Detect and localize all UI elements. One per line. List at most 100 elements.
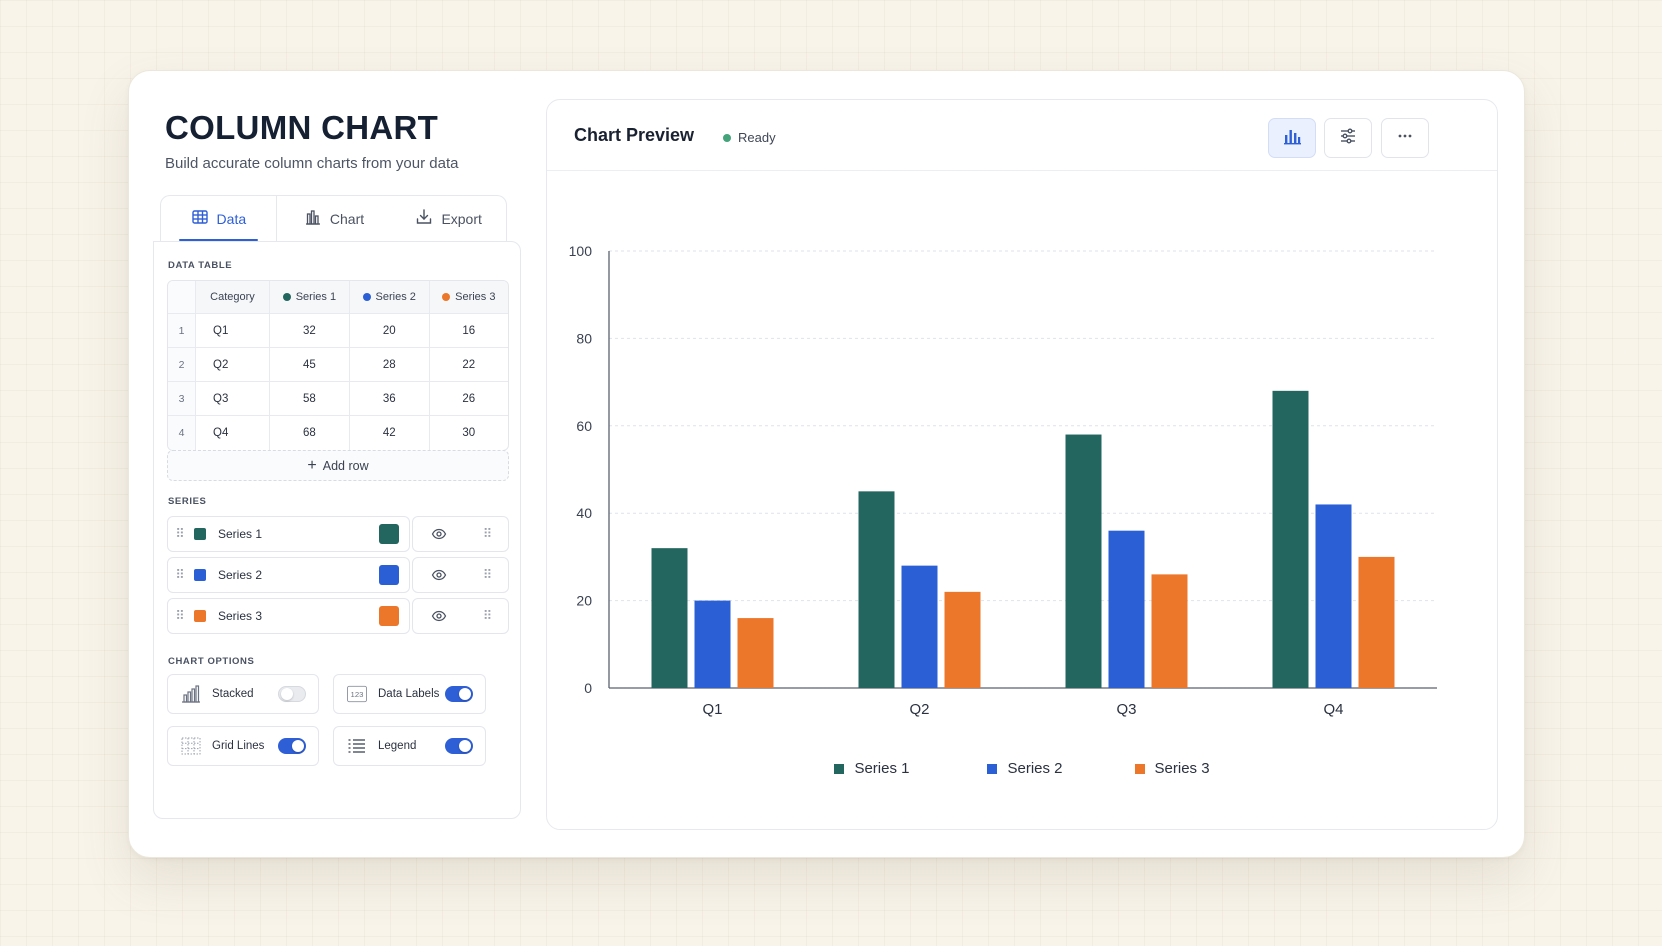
table-row: 3 Q3 58 36 26: [168, 382, 508, 416]
plus-icon: +: [307, 456, 317, 474]
status-indicator: Ready: [723, 130, 776, 145]
series-name: Series 3: [218, 609, 263, 623]
y-tick-label: 0: [584, 680, 592, 696]
data-table-label: DATA TABLE: [168, 260, 233, 271]
row-index: 4: [168, 416, 196, 450]
bar-q3-series-2: [1108, 530, 1145, 688]
series-row-2: ⠿ Series 2 ⠿: [167, 557, 509, 593]
bar-chart-icon: [1282, 126, 1302, 151]
series-1-dot: [282, 293, 291, 301]
legend-toggle[interactable]: [445, 738, 473, 754]
series-item[interactable]: ⠿ Series 1: [167, 516, 410, 552]
preview-title: Chart Preview: [574, 125, 695, 145]
svg-text:123: 123: [351, 690, 364, 699]
category-cell[interactable]: Q2: [196, 348, 270, 382]
series-item[interactable]: ⠿ Series 2: [167, 557, 410, 593]
color-picker-button[interactable]: [379, 606, 399, 626]
more-options-button[interactable]: [1381, 118, 1429, 158]
chart-settings-button[interactable]: [1324, 118, 1372, 158]
chart-legend: Series 1 Series 2 Series 3: [547, 760, 1497, 777]
bar-chart-icon: [304, 208, 322, 229]
series-actions: ⠿: [412, 598, 509, 634]
value-cell[interactable]: 22: [429, 348, 508, 382]
table-header-row: Category Series 1 Series 2 Series 3: [168, 281, 508, 314]
stacked-toggle[interactable]: [278, 686, 306, 702]
legend-item-series-2[interactable]: Series 2: [987, 760, 1063, 777]
chart-view-button[interactable]: [1268, 118, 1316, 158]
value-cell[interactable]: 26: [429, 382, 508, 416]
grid-lines-icon: [180, 736, 202, 756]
drag-handle-icon[interactable]: ⠿: [175, 608, 185, 623]
chart-options-label: CHART OPTIONS: [168, 656, 255, 667]
tab-data[interactable]: Data: [161, 196, 277, 241]
column-header-category: Category: [196, 281, 270, 314]
legend-label: Series 3: [1154, 760, 1210, 777]
value-cell[interactable]: 58: [270, 382, 350, 416]
drag-handle-icon[interactable]: ⠿: [482, 608, 493, 623]
series-item[interactable]: ⠿ Series 3: [167, 598, 410, 634]
y-tick-label: 20: [576, 593, 592, 609]
more-horizontal-icon: [1395, 126, 1415, 151]
series-color-swatch: [194, 610, 206, 622]
drag-handle-icon[interactable]: ⠿: [482, 567, 493, 582]
legend-item-series-3[interactable]: Series 3: [1134, 760, 1210, 777]
value-cell[interactable]: 16: [429, 314, 508, 348]
data-table: Category Series 1 Series 2 Series 3 1 Q1…: [167, 280, 509, 451]
option-grid-lines: Grid Lines: [167, 726, 319, 766]
legend-list-icon: [346, 736, 368, 756]
legend-label: Series 2: [1007, 760, 1063, 777]
table-row: 2 Q2 45 28 22: [168, 348, 508, 382]
legend-item-series-1[interactable]: Series 1: [834, 760, 909, 777]
stacked-bars-icon: [180, 684, 202, 704]
y-tick-label: 80: [576, 330, 592, 346]
option-label: Legend: [378, 740, 417, 752]
x-tick-label: Q1: [702, 701, 722, 718]
value-cell[interactable]: 42: [350, 416, 430, 450]
drag-handle-icon[interactable]: ⠿: [175, 567, 185, 582]
row-index: 3: [168, 382, 196, 416]
bar-q3-series-3: [1151, 574, 1188, 688]
option-legend: Legend: [333, 726, 486, 766]
add-row-button[interactable]: + Add row: [167, 450, 509, 481]
category-cell[interactable]: Q1: [196, 314, 270, 348]
column-header-series-2: Series 2: [349, 281, 430, 314]
value-cell[interactable]: 45: [270, 348, 350, 382]
grid-lines-toggle[interactable]: [278, 738, 306, 754]
legend-swatch: [987, 763, 998, 774]
table-icon: [191, 208, 209, 229]
data-labels-icon: 123: [346, 684, 368, 704]
data-panel: DATA TABLE Category Series 1 Series 2 Se…: [153, 241, 521, 819]
drag-handle-icon[interactable]: ⠿: [482, 526, 493, 541]
drag-handle-icon[interactable]: ⠿: [175, 526, 185, 541]
visibility-eye-icon[interactable]: [413, 526, 465, 542]
sliders-icon: [1338, 126, 1358, 151]
status-dot: [723, 133, 731, 142]
series-row-1: ⠿ Series 1 ⠿: [167, 516, 509, 552]
series-2-dot: [362, 293, 371, 301]
series-actions: ⠿: [412, 557, 509, 593]
value-cell[interactable]: 32: [270, 314, 350, 348]
tab-chart-label: Chart: [329, 210, 365, 227]
category-cell[interactable]: Q4: [196, 416, 270, 450]
visibility-eye-icon[interactable]: [413, 567, 465, 583]
visibility-eye-icon[interactable]: [413, 608, 465, 624]
tab-export[interactable]: Export: [391, 196, 506, 241]
color-picker-button[interactable]: [379, 565, 399, 585]
table-row: 1 Q1 32 20 16: [168, 314, 508, 348]
value-cell[interactable]: 36: [349, 382, 430, 416]
bar-q1-series-1: [651, 548, 688, 688]
y-tick-label: 100: [569, 243, 593, 259]
value-cell[interactable]: 68: [270, 416, 350, 450]
tab-export-label: Export: [441, 210, 482, 227]
value-cell[interactable]: 20: [349, 314, 430, 348]
tab-bar: Data Chart Export: [160, 195, 507, 241]
preview-header: Chart Preview Ready: [547, 100, 1497, 171]
category-cell[interactable]: Q3: [196, 382, 270, 416]
table-row: 4 Q4 68 42 30: [168, 416, 508, 450]
data-labels-toggle[interactable]: [445, 686, 473, 702]
tab-chart[interactable]: Chart: [277, 196, 392, 241]
value-cell[interactable]: 28: [349, 348, 430, 382]
value-cell[interactable]: 30: [462, 427, 476, 439]
color-picker-button[interactable]: [379, 524, 399, 544]
option-label: Grid Lines: [212, 740, 265, 752]
